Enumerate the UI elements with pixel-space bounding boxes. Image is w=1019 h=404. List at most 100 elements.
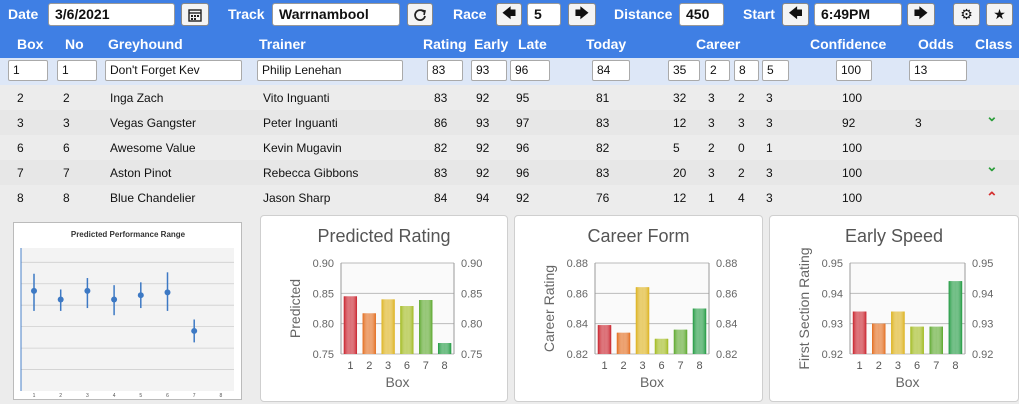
- career-d-input[interactable]: 5: [762, 60, 789, 81]
- col-odds[interactable]: Odds: [918, 36, 954, 52]
- start-next-button[interactable]: 🡆: [907, 3, 935, 26]
- col-class[interactable]: Class: [975, 36, 1013, 52]
- star-icon: ★: [993, 6, 1006, 22]
- table-row[interactable]: 8 8 Blue Chandelier Jason Sharp 84 94 92 76 12 1 4…: [0, 185, 1019, 210]
- distance-input[interactable]: 450: [679, 3, 724, 26]
- col-career[interactable]: Career: [696, 36, 741, 52]
- data-point: [84, 287, 91, 294]
- start-prev-button[interactable]: 🡄: [782, 3, 809, 26]
- x-axis-title: Box: [385, 374, 409, 390]
- bar-shine: [597, 325, 612, 354]
- col-today[interactable]: Today: [586, 36, 627, 52]
- race-next-button[interactable]: 🡆: [568, 3, 596, 26]
- calendar-icon: [188, 8, 202, 22]
- today-input[interactable]: 84: [592, 60, 630, 81]
- confidence-input[interactable]: 100: [836, 60, 872, 81]
- race-input[interactable]: 5: [527, 3, 561, 26]
- odds-input[interactable]: 13: [909, 60, 967, 81]
- greyhound-input[interactable]: Don't Forget Kev: [105, 60, 242, 81]
- bar-shine: [437, 343, 452, 354]
- cell-late: 97: [516, 116, 530, 130]
- box-input[interactable]: 1: [8, 60, 48, 81]
- col-confidence[interactable]: Confidence: [810, 36, 887, 52]
- y-tick-label-right: 0.85: [461, 288, 482, 300]
- cell-rating: 86: [434, 116, 448, 130]
- start-time-input[interactable]: 6:49PM: [814, 3, 902, 26]
- cell-career-b: 3: [708, 166, 715, 180]
- rating-input[interactable]: 83: [427, 60, 463, 81]
- career-form-title: Career Form: [587, 226, 690, 246]
- trainer-input[interactable]: Philip Lenehan: [257, 60, 403, 81]
- bar-shine: [400, 306, 414, 354]
- cell-career-c: 0: [738, 141, 745, 155]
- career-c-input[interactable]: 8: [734, 60, 759, 81]
- x-tick-label: 5: [139, 393, 142, 399]
- y-tick-label-right: 0.75: [461, 349, 482, 361]
- cell-early: 94: [476, 191, 490, 205]
- x-tick-label: 1: [33, 393, 36, 399]
- class-up-icon: ⌃: [986, 189, 998, 205]
- calendar-button[interactable]: [181, 3, 209, 26]
- cell-career-b: 3: [708, 116, 715, 130]
- career-form-panel: Career Form 0.82 0.82 0.84 0.84 0.86 0.86 0.88…: [514, 215, 763, 402]
- gear-icon: ⚙: [960, 6, 973, 22]
- bar-shine: [381, 299, 395, 354]
- x-tick-label: 3: [86, 393, 89, 399]
- cell-rating: 84: [434, 191, 448, 205]
- x-axis-title: Box: [895, 374, 919, 390]
- y-tick-label: 0.84: [567, 319, 588, 331]
- refresh-button[interactable]: [407, 3, 433, 26]
- cell-trainer: Rebecca Gibbons: [263, 166, 359, 180]
- bar-shine: [654, 338, 669, 354]
- career-b-input[interactable]: 2: [705, 60, 730, 81]
- data-point: [137, 292, 144, 299]
- predicted-rating-panel: Predicted Rating 0.75 0.75 0.80 0.80 0.85 0.8…: [260, 215, 508, 402]
- no-input[interactable]: 1: [57, 60, 97, 81]
- favorite-button[interactable]: ★: [986, 3, 1013, 26]
- x-tick-label: 3: [385, 360, 391, 372]
- y-tick-label-right: 0.94: [972, 288, 993, 300]
- col-no[interactable]: No: [65, 36, 84, 52]
- early-input[interactable]: 93: [471, 60, 507, 81]
- col-late[interactable]: Late: [518, 36, 547, 52]
- bar-shine: [362, 313, 376, 354]
- cell-box: 6: [17, 141, 24, 155]
- bar-shine: [635, 287, 650, 354]
- race-prev-button[interactable]: 🡄: [496, 3, 522, 26]
- cell-career-d: 3: [766, 116, 773, 130]
- class-down-icon: ⌄: [986, 158, 998, 174]
- x-tick-label: 7: [193, 393, 196, 399]
- cell-career-c: 3: [738, 116, 745, 130]
- cell-box: 2: [17, 91, 24, 105]
- cell-career-a: 12: [673, 191, 687, 205]
- late-input[interactable]: 96: [510, 60, 550, 81]
- table-row[interactable]: 3 3 Vegas Gangster Peter Inguanti 86 93 97 83 12…: [0, 108, 1019, 135]
- track-input[interactable]: Warrnambool: [272, 3, 400, 26]
- date-input[interactable]: 3/6/2021: [48, 3, 175, 26]
- table-row[interactable]: 1 1 Don't Forget Kev Philip Lenehan 83 9…: [0, 58, 1019, 85]
- x-tick-label: 8: [220, 393, 223, 399]
- cell-greyhound: Aston Pinot: [110, 166, 172, 180]
- cell-career-a: 12: [673, 116, 687, 130]
- col-trainer[interactable]: Trainer: [259, 36, 306, 52]
- col-early[interactable]: Early: [474, 36, 509, 52]
- settings-button[interactable]: ⚙: [953, 3, 980, 26]
- distance-label: Distance: [614, 6, 673, 22]
- y-tick-label-right: 0.92: [972, 349, 993, 361]
- cell-career-d: 3: [766, 166, 773, 180]
- y-tick-label: 0.86: [567, 288, 588, 300]
- y-tick-label: 0.88: [567, 258, 588, 270]
- table-row[interactable]: 7 7 Aston Pinot Rebecca Gibbons 83 92 96 83 20 3 2…: [0, 158, 1019, 185]
- cell-today: 76: [596, 191, 610, 205]
- table-row[interactable]: 6 6 Awesome Value Kevin Mugavin 82 92 96 82 5 2 0 1…: [0, 135, 1019, 160]
- cell-today: 81: [596, 91, 610, 105]
- col-greyhound[interactable]: Greyhound: [108, 36, 183, 52]
- cell-box: 8: [17, 191, 24, 205]
- cell-no: 6: [63, 141, 70, 155]
- career-a-input[interactable]: 35: [668, 60, 700, 81]
- col-rating[interactable]: Rating: [423, 36, 467, 52]
- cell-box: 3: [17, 116, 24, 130]
- col-box[interactable]: Box: [17, 36, 44, 52]
- table-row[interactable]: 2 2 Inga Zach Vito Inguanti 83 92 95 81 32 3 2 3 100: [0, 85, 1019, 110]
- cell-rating: 83: [434, 91, 448, 105]
